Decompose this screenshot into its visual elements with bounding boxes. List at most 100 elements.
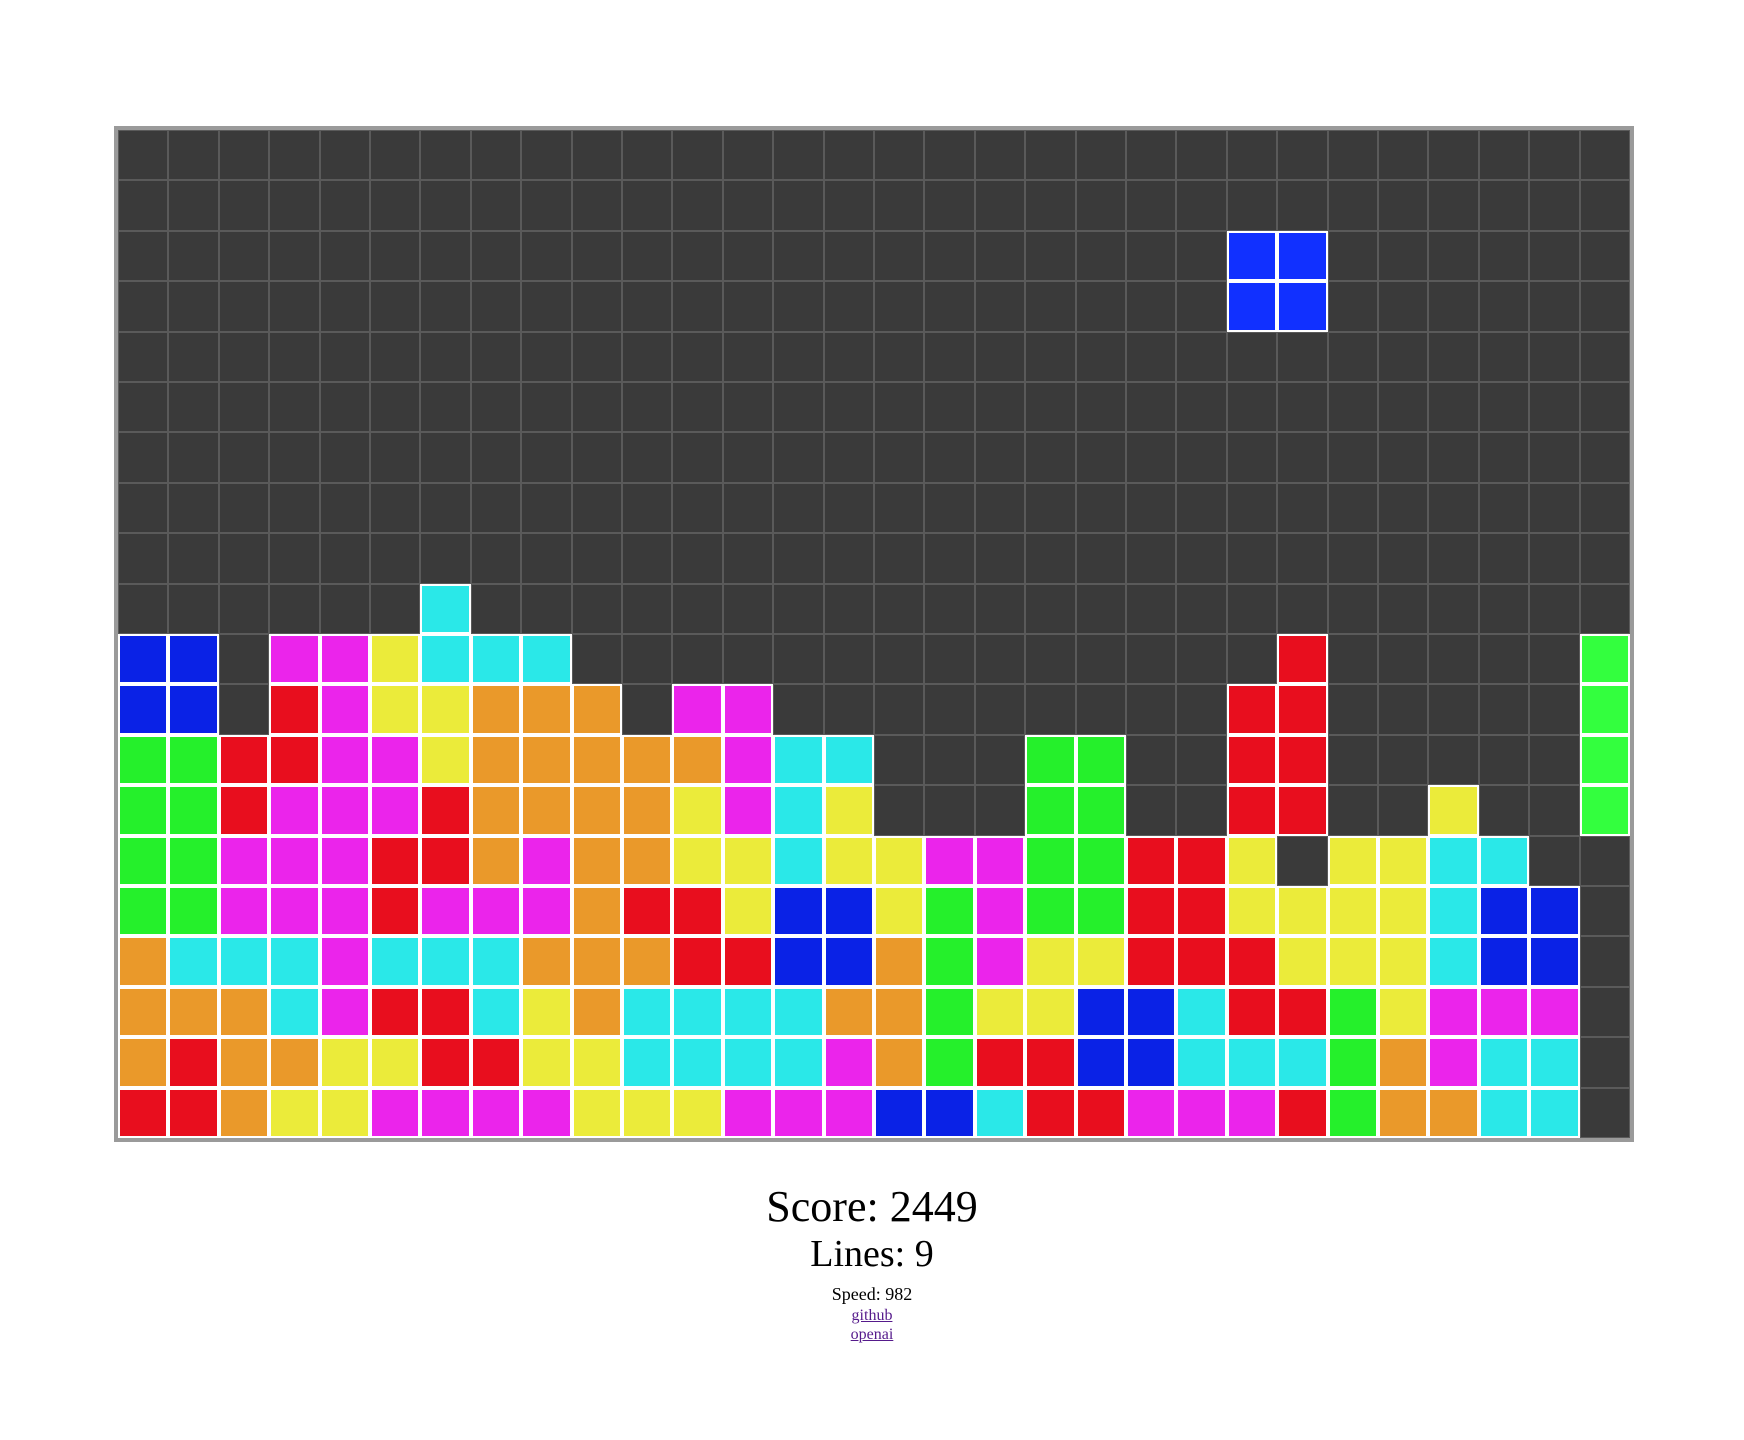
empty-cell <box>1478 684 1530 735</box>
empty-cell <box>974 432 1026 483</box>
empty-cell <box>1176 482 1227 534</box>
empty-cell <box>1378 533 1429 584</box>
stacked-block <box>722 886 774 937</box>
empty-cell <box>1176 230 1227 282</box>
empty-cell <box>1529 482 1580 534</box>
stacked-block <box>420 886 471 937</box>
stats-panel: Score: 2449 Lines: 9 Speed: 982 github o… <box>0 1182 1744 1344</box>
stacked-block <box>672 1087 723 1138</box>
stacked-block <box>420 835 471 886</box>
stacked-block <box>168 785 219 836</box>
stacked-block <box>672 936 723 987</box>
empty-cell <box>118 180 169 231</box>
empty-cell <box>672 382 723 433</box>
stacked-block <box>1428 785 1479 836</box>
empty-cell <box>118 482 169 534</box>
empty-cell <box>1075 281 1126 332</box>
stacked-block <box>874 936 925 987</box>
empty-cell <box>1226 634 1278 685</box>
stacked-block <box>1428 986 1479 1038</box>
empty-cell <box>1327 482 1378 534</box>
empty-cell <box>420 180 471 231</box>
stacked-block <box>622 835 673 886</box>
stacked-block <box>218 734 270 786</box>
empty-cell <box>1126 382 1177 433</box>
stacked-block <box>420 734 471 786</box>
empty-cell <box>874 230 925 282</box>
stacked-block <box>571 1037 622 1088</box>
stacked-block <box>319 1037 370 1088</box>
stacked-block <box>118 1087 169 1138</box>
empty-cell <box>571 281 622 332</box>
speed-display: Speed: 982 <box>831 1284 913 1304</box>
stacked-block <box>1327 986 1378 1038</box>
stacked-block <box>470 936 522 987</box>
stacked-block <box>773 1087 824 1138</box>
stacked-block <box>521 684 572 735</box>
stacked-block <box>521 1037 572 1088</box>
empty-cell <box>1277 180 1328 231</box>
empty-cell <box>1579 382 1630 433</box>
empty-cell <box>1529 331 1580 382</box>
lines-display: Lines: 9 <box>810 1233 934 1275</box>
empty-cell <box>1579 482 1630 534</box>
stacked-block <box>218 936 270 987</box>
stacked-block <box>470 1087 522 1138</box>
stacked-block <box>470 684 522 735</box>
stacked-block <box>168 1087 219 1138</box>
stacked-block <box>672 886 723 937</box>
empty-cell <box>269 533 320 584</box>
stacked-block <box>1126 886 1177 937</box>
empty-cell <box>722 281 774 332</box>
empty-cell <box>1226 432 1278 483</box>
empty-cell <box>874 331 925 382</box>
empty-cell <box>1176 432 1227 483</box>
stacked-block <box>370 684 421 735</box>
empty-cell <box>823 230 874 282</box>
empty-cell <box>773 432 824 483</box>
stacked-block <box>974 936 1026 987</box>
empty-cell <box>168 432 219 483</box>
empty-cell <box>974 785 1026 836</box>
stacked-block <box>1579 684 1630 735</box>
stacked-block <box>319 886 370 937</box>
stacked-block <box>571 986 622 1038</box>
stacked-block <box>1075 986 1126 1038</box>
empty-cell <box>1327 785 1378 836</box>
active-piece-block <box>1277 230 1328 282</box>
stacked-block <box>622 886 673 937</box>
empty-cell <box>1579 533 1630 584</box>
stacked-block <box>370 886 421 937</box>
empty-cell <box>722 634 774 685</box>
empty-cell <box>974 331 1026 382</box>
stacked-block <box>521 986 572 1038</box>
empty-cell <box>874 583 925 634</box>
empty-cell <box>1579 986 1630 1038</box>
stacked-block <box>1226 886 1278 937</box>
empty-cell <box>874 684 925 735</box>
empty-cell <box>1327 583 1378 634</box>
stacked-block <box>168 886 219 937</box>
empty-cell <box>1025 382 1076 433</box>
empty-cell <box>974 684 1026 735</box>
empty-cell <box>1126 331 1177 382</box>
stacked-block <box>924 936 975 987</box>
empty-cell <box>571 634 622 685</box>
empty-cell <box>1327 634 1378 685</box>
stacked-block <box>521 734 572 786</box>
empty-cell <box>470 230 522 282</box>
empty-cell <box>1176 130 1227 181</box>
stacked-block <box>1025 1087 1076 1138</box>
stacked-block <box>118 684 169 735</box>
stacked-block <box>622 1087 673 1138</box>
stacked-block <box>218 886 270 937</box>
github-link[interactable]: github <box>851 1307 893 1324</box>
empty-cell <box>823 180 874 231</box>
stacked-block <box>571 1087 622 1138</box>
empty-cell <box>1428 734 1479 786</box>
empty-cell <box>370 331 421 382</box>
empty-cell <box>1428 130 1479 181</box>
empty-cell <box>420 382 471 433</box>
openai-link[interactable]: openai <box>850 1326 894 1343</box>
empty-cell <box>722 382 774 433</box>
